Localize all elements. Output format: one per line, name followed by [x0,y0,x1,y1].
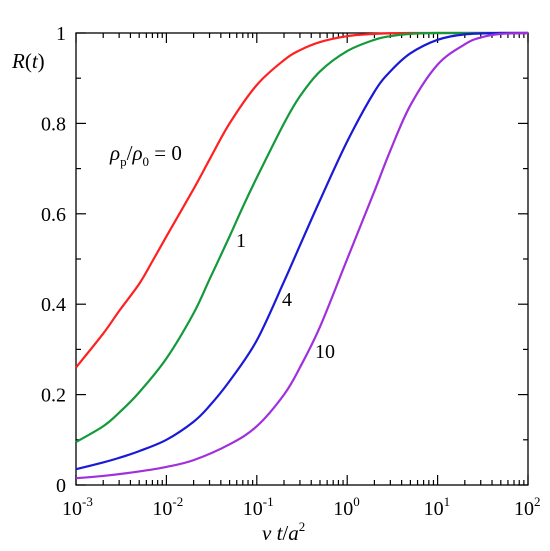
y-tick-label: 0 [56,475,66,497]
series-line-0 [75,31,528,369]
y-tick-label: 0.4 [41,294,66,316]
x-tick-label: 100 [333,494,360,520]
curve-label-10: 10 [315,341,335,363]
x-tick-label: 102 [514,494,541,520]
y-tick-label: 0.2 [41,385,66,407]
x-axis-label: ν t/a2 [262,519,305,545]
series-line-10 [75,31,529,480]
x-tick-label: 101 [424,494,451,520]
x-tick-label: 10-1 [243,494,274,520]
series-line-4 [75,31,528,471]
plot-area-frame [75,32,529,486]
curve-label-4: 4 [282,289,292,311]
y-tick-label: 0.6 [41,204,66,226]
x-tick-label: 10-3 [62,494,93,520]
axis-ticks [75,32,529,486]
curve-label-1: 1 [236,230,246,252]
parameter-label: ρp/ρ0 = 0 [109,141,182,169]
series-lines [75,31,529,480]
x-tick-label: 10-2 [152,494,183,520]
y-tick-label: 1 [56,23,66,45]
y-tick-label: 0.8 [41,113,66,135]
y-axis-label: R(t) [11,49,45,73]
series-line-1 [75,31,528,444]
